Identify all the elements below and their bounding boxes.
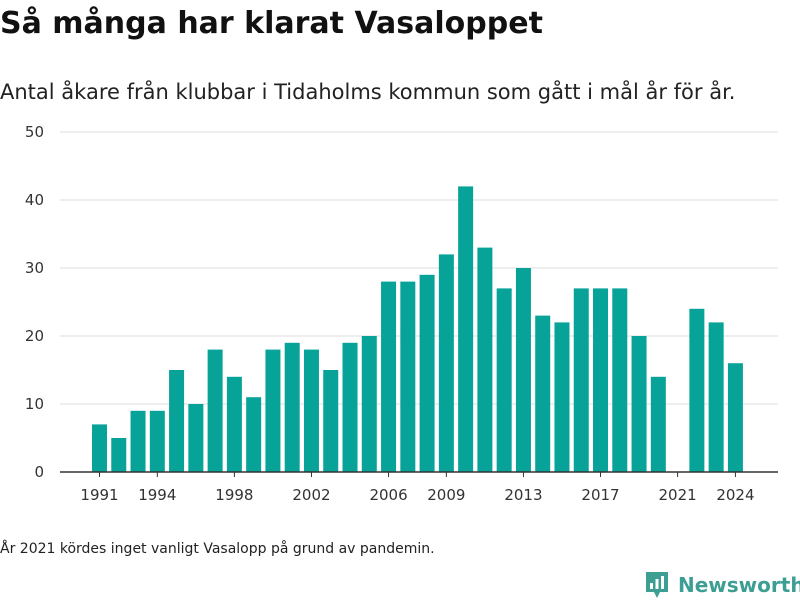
x-tick-label: 2009 xyxy=(427,486,465,504)
y-tick-label: 10 xyxy=(25,395,44,413)
bar-chart: 0 10 20 30 40 50 1991 1994 1998 2002 2006 2009 2013 2… xyxy=(25,123,778,504)
y-tick-label: 50 xyxy=(25,123,44,141)
y-tick-label: 40 xyxy=(25,191,44,209)
bar xyxy=(708,322,724,472)
bar xyxy=(612,288,628,472)
chart-subtitle: Antal åkare från klubbar i Tidaholms kom… xyxy=(0,80,736,104)
bar xyxy=(111,438,127,472)
y-tick-label: 20 xyxy=(25,327,44,345)
bar xyxy=(631,336,647,472)
x-tick-label: 2017 xyxy=(581,486,619,504)
bar xyxy=(419,274,435,472)
bar xyxy=(361,336,377,472)
chart-title: Så många har klarat Vasaloppet xyxy=(0,6,543,41)
x-tick-label: 1991 xyxy=(80,486,118,504)
x-tick-label: 1994 xyxy=(138,486,176,504)
x-tick-label: 2006 xyxy=(369,486,407,504)
bar xyxy=(400,281,416,472)
bar xyxy=(650,376,666,472)
brand-logo[interactable]: Newsworthy xyxy=(644,569,800,601)
bar xyxy=(265,349,281,472)
bar xyxy=(496,288,512,472)
bar xyxy=(246,397,262,472)
bar xyxy=(381,281,397,472)
bar xyxy=(535,315,551,472)
bar xyxy=(438,254,454,472)
x-tick-label: 2021 xyxy=(659,486,697,504)
bar xyxy=(689,308,705,472)
bar xyxy=(303,349,319,472)
bar xyxy=(593,288,609,472)
bar xyxy=(130,410,146,472)
x-tick-label: 2024 xyxy=(716,486,754,504)
bar xyxy=(554,322,570,472)
brand-name: Newsworthy xyxy=(678,573,800,597)
y-tick-label: 30 xyxy=(25,259,44,277)
y-tick-label: 0 xyxy=(34,463,44,481)
bar xyxy=(573,288,589,472)
bar xyxy=(477,247,493,472)
x-tick-label: 2002 xyxy=(292,486,330,504)
x-tick-label: 2013 xyxy=(504,486,542,504)
bar xyxy=(515,268,531,472)
bar xyxy=(284,342,300,472)
bar xyxy=(92,424,107,472)
bar xyxy=(458,186,474,472)
bar xyxy=(188,404,204,472)
newsworthy-logo-icon xyxy=(646,572,668,598)
bar xyxy=(169,370,185,472)
footnote: År 2021 kördes inget vanligt Vasalopp på… xyxy=(0,541,435,557)
x-tick-label: 1998 xyxy=(215,486,253,504)
bar xyxy=(207,349,223,472)
bar xyxy=(342,342,358,472)
bar xyxy=(727,363,743,472)
bar xyxy=(226,376,242,472)
bar xyxy=(149,410,165,472)
bar xyxy=(323,370,339,472)
